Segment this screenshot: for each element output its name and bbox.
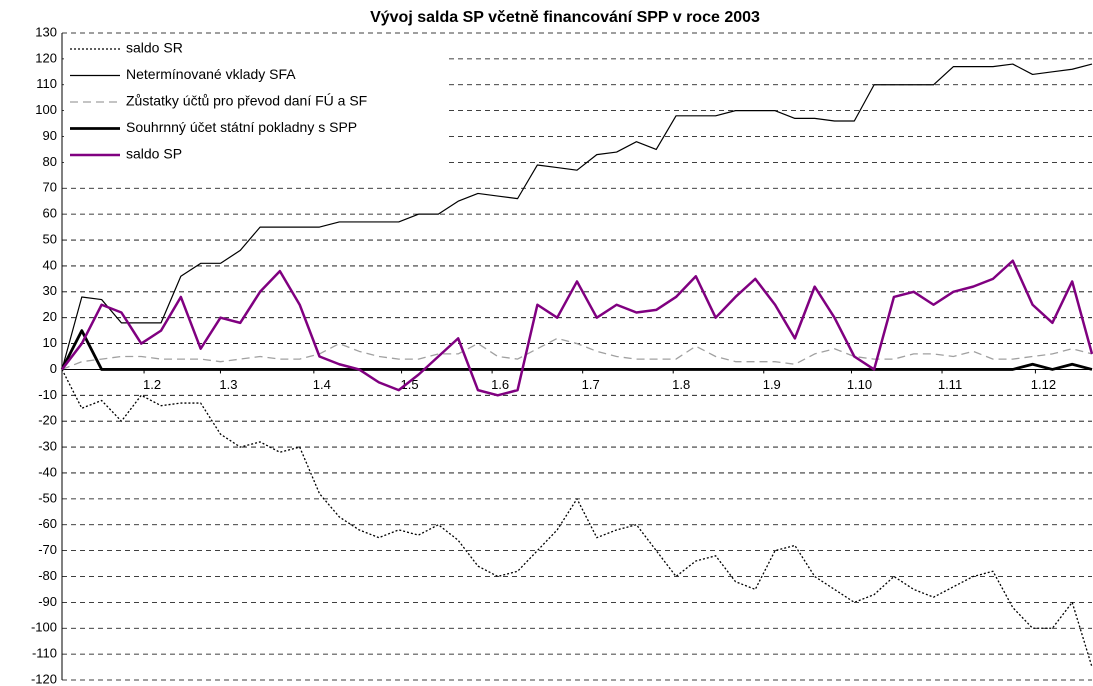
y-tick-label: 20 [43,309,57,324]
y-tick-label: 30 [43,283,57,298]
legend-label: saldo SR [126,40,183,56]
series-line [61,369,1093,668]
chart-title: Vývoj salda SP včetně financování SPP v … [370,9,760,26]
legend-label: Zůstatky účtů pro převod daní FÚ a SF [126,93,367,109]
y-tick-label: -70 [38,542,57,557]
y-tick-label: 60 [43,206,57,221]
y-tick-label: 90 [43,128,57,143]
legend-label: Souhrnný účet státní pokladny s SPP [126,119,357,135]
x-tick-label: 1.2 [143,377,161,392]
x-tick-label: 1.7 [582,377,600,392]
y-tick-label: 50 [43,231,57,246]
series-line [61,337,1093,371]
y-tick-label: 100 [35,102,57,117]
y-tick-label: -100 [31,620,57,635]
y-tick-label: -60 [38,516,57,531]
y-tick-label: -50 [38,490,57,505]
series-line [61,63,1093,370]
y-tick-label: -10 [38,387,57,402]
x-tick-label: 1.8 [672,377,690,392]
x-tick-label: 1.11 [938,377,962,392]
y-tick-label: -80 [38,568,57,583]
y-tick-label: 0 [50,361,57,376]
y-tick-label: -40 [38,464,57,479]
y-tick-label: -120 [31,671,57,686]
legend-label: Netermínované vklady SFA [126,66,296,82]
x-tick-label: 1.6 [491,377,509,392]
x-tick-label: 1.3 [219,377,237,392]
y-tick-label: 10 [43,335,57,350]
y-tick-label: 80 [43,154,57,169]
y-tick-label: -90 [38,594,57,609]
y-tick-label: 130 [35,24,57,39]
x-tick-label: 1.5 [401,377,419,392]
y-tick-label: 70 [43,180,57,195]
y-tick-label: -30 [38,439,57,454]
y-tick-label: -20 [38,413,57,428]
x-tick-label: 1.4 [313,377,331,392]
legend-label: saldo SP [126,146,182,162]
x-tick-label: 1.10 [847,377,872,392]
x-tick-label: 1.9 [763,377,781,392]
x-tick-label: 1.12 [1031,377,1056,392]
y-tick-label: -110 [32,646,57,661]
legend-box [64,37,446,173]
y-tick-label: 110 [36,76,57,91]
y-tick-label: 40 [43,257,57,272]
series-line [61,259,1093,397]
y-tick-label: 120 [35,50,57,65]
series-line [60,329,1093,371]
